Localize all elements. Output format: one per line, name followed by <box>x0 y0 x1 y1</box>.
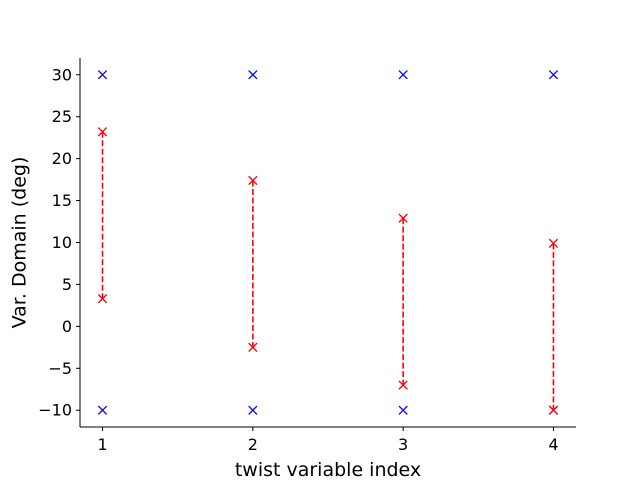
range-high-marker <box>548 238 559 248</box>
bound-marker <box>248 70 258 80</box>
bound-marker <box>97 405 108 415</box>
bound-marker <box>248 405 258 415</box>
x-tick-label: 4 <box>548 435 558 454</box>
range-high-marker <box>97 127 108 137</box>
range-high-marker <box>398 213 408 223</box>
y-axis-ticks: −10 −5 0 5 10 15 20 25 30 <box>38 65 80 420</box>
y-tick-label: 5 <box>62 275 72 294</box>
range-low-marker <box>398 380 408 390</box>
y-tick-label: 15 <box>52 191 72 210</box>
y-tick-label: 25 <box>52 107 72 126</box>
y-tick-label: 20 <box>52 149 72 168</box>
x-tick-label: 2 <box>248 435 258 454</box>
x-tick-label: 3 <box>398 435 408 454</box>
x-axis-label: twist variable index <box>235 459 421 480</box>
range-low-marker <box>97 294 108 304</box>
x-tick-label: 1 <box>97 435 107 454</box>
bound-marker <box>548 70 559 80</box>
range-low-marker <box>548 405 559 415</box>
plot-area <box>97 70 559 415</box>
bound-marker <box>398 405 408 415</box>
x-axis-ticks: 1 2 3 4 <box>97 427 559 454</box>
y-tick-label: −10 <box>38 401 72 420</box>
y-tick-label: 10 <box>52 233 72 252</box>
y-tick-label: 30 <box>52 65 72 84</box>
range-high-marker <box>248 175 258 186</box>
y-tick-label: 0 <box>62 317 72 336</box>
bound-marker <box>97 70 108 80</box>
range-low-marker <box>248 342 258 352</box>
bound-marker <box>398 70 408 80</box>
y-tick-label: −5 <box>48 359 72 378</box>
y-axis-label: Var. Domain (deg) <box>9 157 31 329</box>
